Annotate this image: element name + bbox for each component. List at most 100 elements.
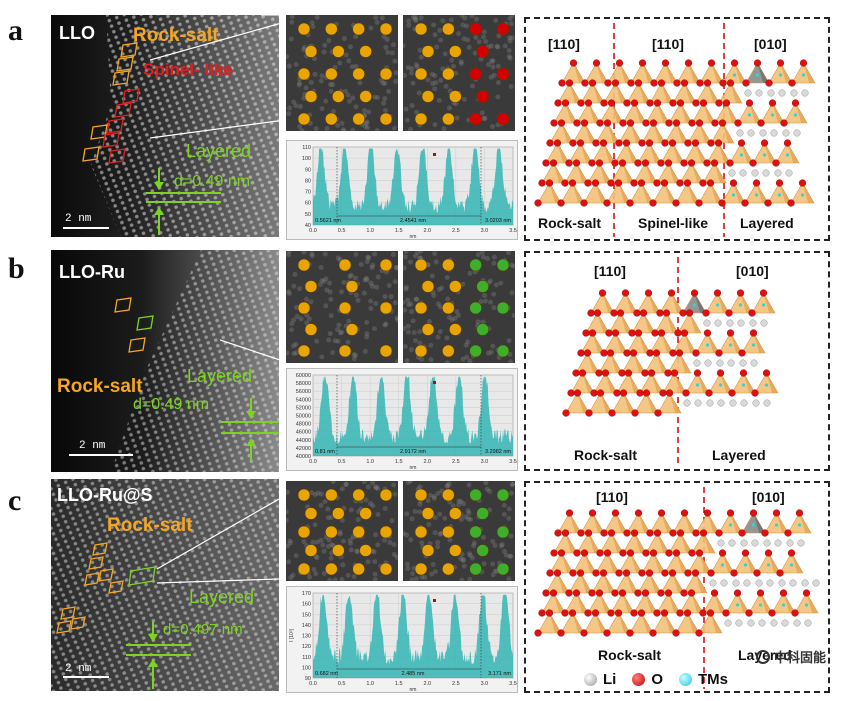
li-atom (790, 580, 797, 587)
o-atom (577, 570, 584, 577)
li-atom (710, 580, 717, 587)
o-atom (674, 80, 681, 87)
o-atom (631, 610, 638, 617)
o-atom (581, 630, 588, 637)
structure-label-a2: Spinel-like (638, 215, 708, 231)
profile-y-tick: 110 (302, 655, 311, 661)
li-atom (741, 540, 748, 547)
o-atom (658, 510, 665, 517)
o-atom (642, 370, 649, 377)
li-atom (752, 540, 759, 547)
o-atom (688, 590, 695, 597)
zoom-image-c1 (286, 481, 398, 581)
profile-y-tick: 44000 (296, 438, 311, 444)
o-atom (681, 160, 688, 167)
atom-marker (449, 508, 461, 520)
profile-x-tick: 0.0 (309, 228, 317, 234)
atom-marker (442, 563, 454, 575)
o-atom (596, 590, 603, 597)
profile-x-tick: 1.5 (395, 681, 403, 687)
tm-atom (748, 113, 751, 116)
o-atom (616, 140, 623, 147)
atom-marker (415, 302, 427, 314)
o-atom (622, 290, 629, 297)
layered-label-a: Layered (186, 141, 251, 162)
profile-x-unit: nm (410, 234, 417, 240)
rock-salt-label-c: Rock-salt (107, 515, 193, 537)
structure-label-b2: Layered (712, 447, 766, 463)
atom-marker (332, 46, 344, 58)
o-atom (792, 610, 799, 617)
o-atom (763, 370, 770, 377)
atom-marker (497, 526, 509, 538)
o-atom (712, 120, 719, 127)
o-atom (675, 330, 682, 337)
profile-y-tick: 130 (302, 634, 311, 640)
li-atom (761, 320, 768, 327)
o-atom (550, 160, 557, 167)
profile-x-tick: 2.0 (423, 228, 431, 234)
zoom-guide-a (150, 20, 290, 140)
profile-x-tick: 1.5 (395, 228, 403, 234)
o-atom (663, 310, 670, 317)
o-atom (635, 80, 642, 87)
o-atom (665, 160, 672, 167)
o-atom (559, 80, 566, 87)
o-atom (612, 590, 619, 597)
o-atom (737, 290, 744, 297)
watermark-text: 中科固能 (774, 647, 826, 666)
profile-x-tick: 2.5 (452, 681, 460, 687)
li-atom (744, 580, 751, 587)
o-atom (596, 160, 603, 167)
o-atom (627, 630, 634, 637)
o-atom (773, 510, 780, 517)
atom-marker (325, 489, 337, 501)
atom-marker (298, 345, 310, 357)
atom-marker (497, 302, 509, 314)
profile-x-tick: 1.0 (366, 459, 374, 465)
o-atom (604, 550, 611, 557)
li-atom (775, 540, 782, 547)
o-atom (670, 350, 677, 357)
o-atom (624, 100, 631, 107)
profile-y-tick: 110 (302, 145, 311, 151)
profile-y-tick: 160 (302, 602, 311, 608)
o-atom (662, 60, 669, 67)
li-atom (748, 620, 755, 627)
li-atom (764, 400, 771, 407)
atom-marker (422, 281, 434, 293)
o-atom (602, 370, 609, 377)
o-atom (677, 610, 684, 617)
atom-marker (477, 508, 489, 520)
tm-atom (767, 563, 770, 566)
o-atom (593, 140, 600, 147)
atom-marker (449, 545, 461, 557)
profile-y-tick: 140 (302, 623, 311, 629)
atom-marker (415, 489, 427, 501)
o-atom (627, 120, 634, 127)
o-atom (601, 100, 608, 107)
atom-marker (477, 281, 489, 293)
o-atom (708, 60, 715, 67)
atom-marker (415, 113, 427, 125)
d-spacing-a: d=0.49 nm (174, 173, 250, 191)
o-atom (631, 180, 638, 187)
o-atom (650, 550, 657, 557)
tm-atom (762, 303, 765, 306)
o-atom (738, 140, 745, 147)
li-atom (684, 400, 691, 407)
o-atom (662, 140, 669, 147)
li-atom (715, 320, 722, 327)
atom-marker (470, 259, 482, 271)
direction-label-a1: [110] (548, 36, 580, 52)
li-atom (738, 320, 745, 327)
direction-label-b1: [110] (594, 263, 626, 279)
intensity-profile-b: 60000 58000 56000 54000 52000 50000 48000 46000… (286, 368, 518, 471)
atom-marker (325, 526, 337, 538)
li-atom (695, 400, 702, 407)
o-atom (707, 610, 714, 617)
profile-measure: 0.81 nm (315, 449, 335, 455)
tm-atom (779, 73, 782, 76)
atom-marker (298, 526, 310, 538)
atom-marker (380, 259, 392, 271)
